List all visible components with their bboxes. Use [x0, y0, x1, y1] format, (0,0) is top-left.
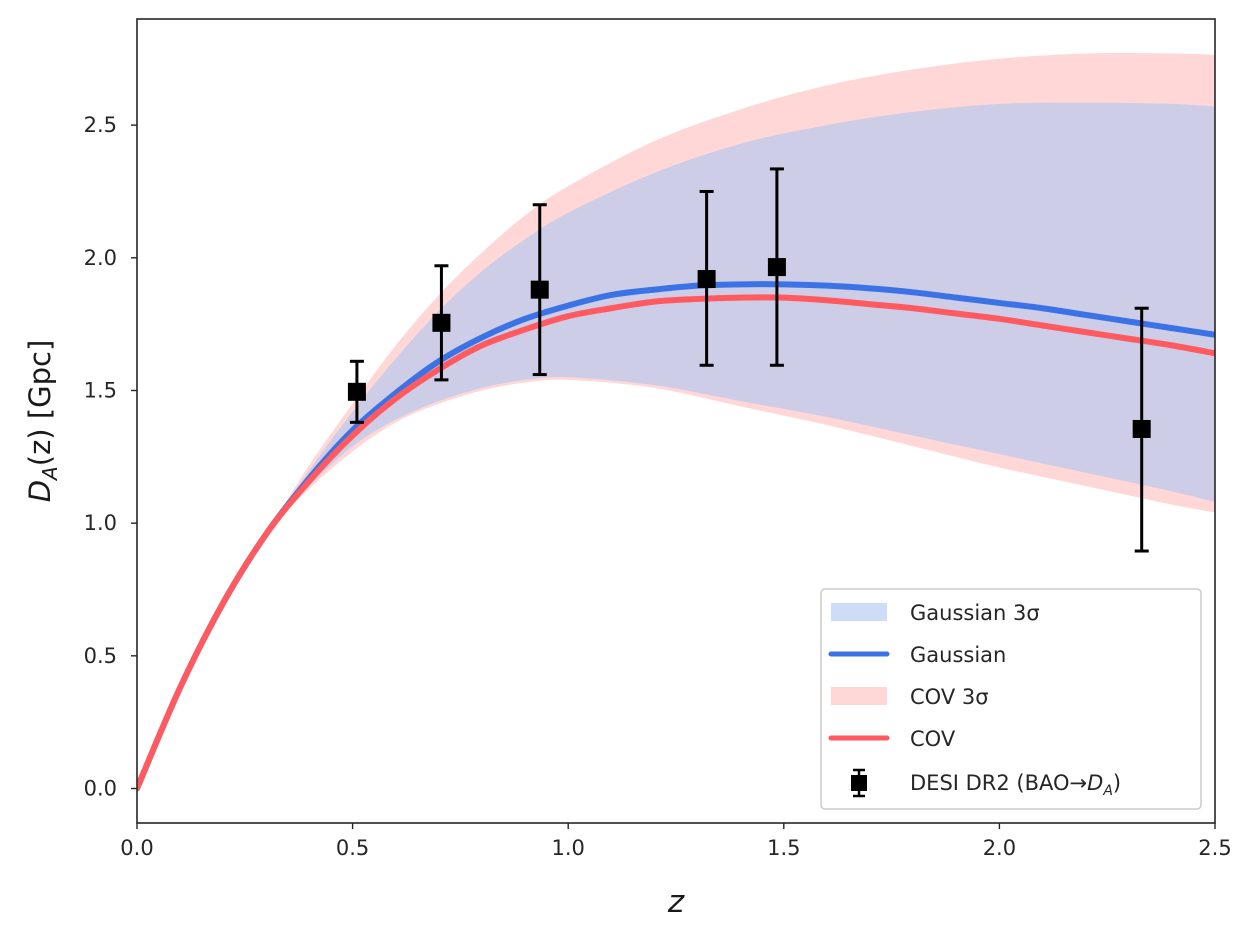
legend: Gaussian 3σ Gaussian COV 3σ COV DESI DR2… — [820, 588, 1202, 810]
square-marker — [432, 313, 451, 332]
legend-swatch-gaussian-band — [831, 603, 887, 621]
y-tick-label: 0.5 — [84, 644, 117, 668]
line-cov — [137, 294, 1215, 792]
x-tick-label: 2.0 — [983, 836, 1016, 860]
axes-frame — [136, 18, 1216, 824]
x-tick-label: 1.0 — [551, 836, 584, 860]
legend-label-desi-points: DESI DR2 (BAO→DA) — [910, 771, 1121, 799]
x-tick-label: 2.5 — [1198, 836, 1231, 860]
legend-label-gaussian-line: Gaussian — [910, 643, 1006, 667]
data-point — [697, 189, 716, 367]
data-point — [530, 203, 549, 377]
x-tick-label: 0.5 — [336, 836, 369, 860]
data-point — [767, 167, 786, 367]
axes: 0.0 0.5 1.0 1.5 2.0 2.5 0.0 0.5 1.0 1.5 2.0 2.5 — [84, 18, 1232, 860]
x-tick-label: 1.5 — [767, 836, 800, 860]
square-marker — [1132, 419, 1151, 438]
y-tick-label: 2.5 — [84, 113, 117, 137]
legend-swatch-desi-points — [851, 768, 867, 798]
legend-box — [820, 588, 1202, 810]
legend-label-gaussian-band: Gaussian 3σ — [910, 601, 1040, 625]
legend-label-desi-math: D — [1087, 771, 1103, 795]
square-marker — [347, 382, 366, 401]
plot-clipped-group — [137, 53, 1215, 792]
square-marker — [767, 258, 786, 277]
x-tick-label: 0.0 — [120, 836, 153, 860]
y-tick-label: 2.0 — [84, 246, 117, 270]
band-gaussian-3sigma — [137, 102, 1215, 789]
square-marker — [697, 270, 716, 289]
y-tick-label: 0.0 — [84, 777, 117, 801]
legend-swatch-square-marker — [851, 775, 867, 791]
legend-label-cov-line: COV — [910, 727, 956, 751]
y-axis-label-main: D — [23, 480, 57, 502]
y-tick-label: 1.5 — [84, 378, 117, 402]
legend-label-desi-tail: ) — [1113, 771, 1121, 795]
legend-label-desi-math-sub: A — [1102, 783, 1113, 799]
data-point — [1132, 306, 1151, 553]
y-axis-label: DA(z) [Gpc] — [23, 340, 62, 503]
legend-label-cov-band: COV 3σ — [910, 685, 989, 709]
plot-area — [137, 53, 1215, 792]
legend-swatch-cov-band — [831, 687, 887, 705]
y-axis-label-rest: (z) [Gpc] — [23, 340, 57, 467]
data-point — [347, 359, 366, 424]
data-point — [432, 264, 451, 382]
y-tick-label: 1.0 — [84, 511, 117, 535]
square-marker — [530, 280, 549, 299]
legend-label-desi-text: DESI DR2 (BAO→ — [910, 771, 1087, 795]
y-axis-label-sub: A — [38, 466, 62, 482]
x-axis-label: z — [667, 884, 685, 920]
